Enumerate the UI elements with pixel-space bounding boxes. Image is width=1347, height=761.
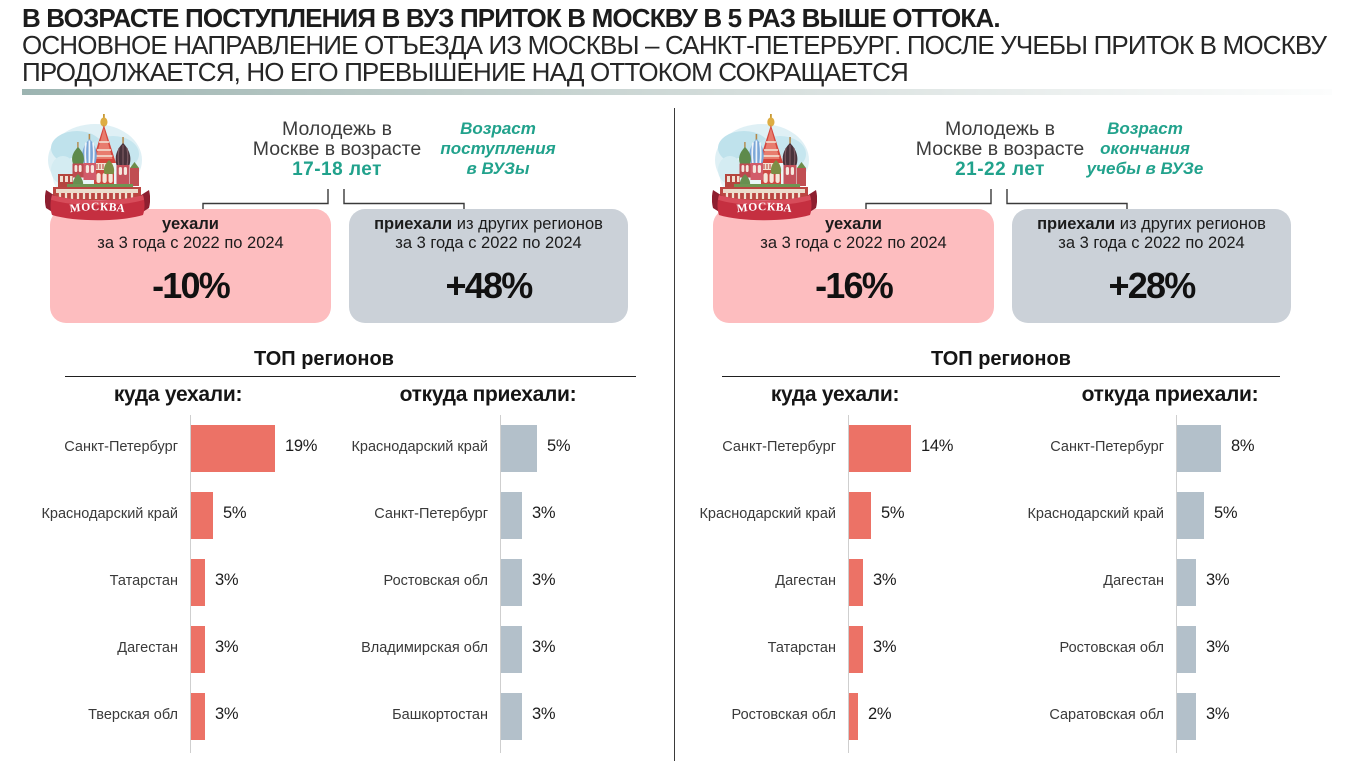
svg-text:МОСКВА: МОСКВА (69, 201, 126, 215)
svg-text:МОСКВА: МОСКВА (736, 201, 793, 215)
